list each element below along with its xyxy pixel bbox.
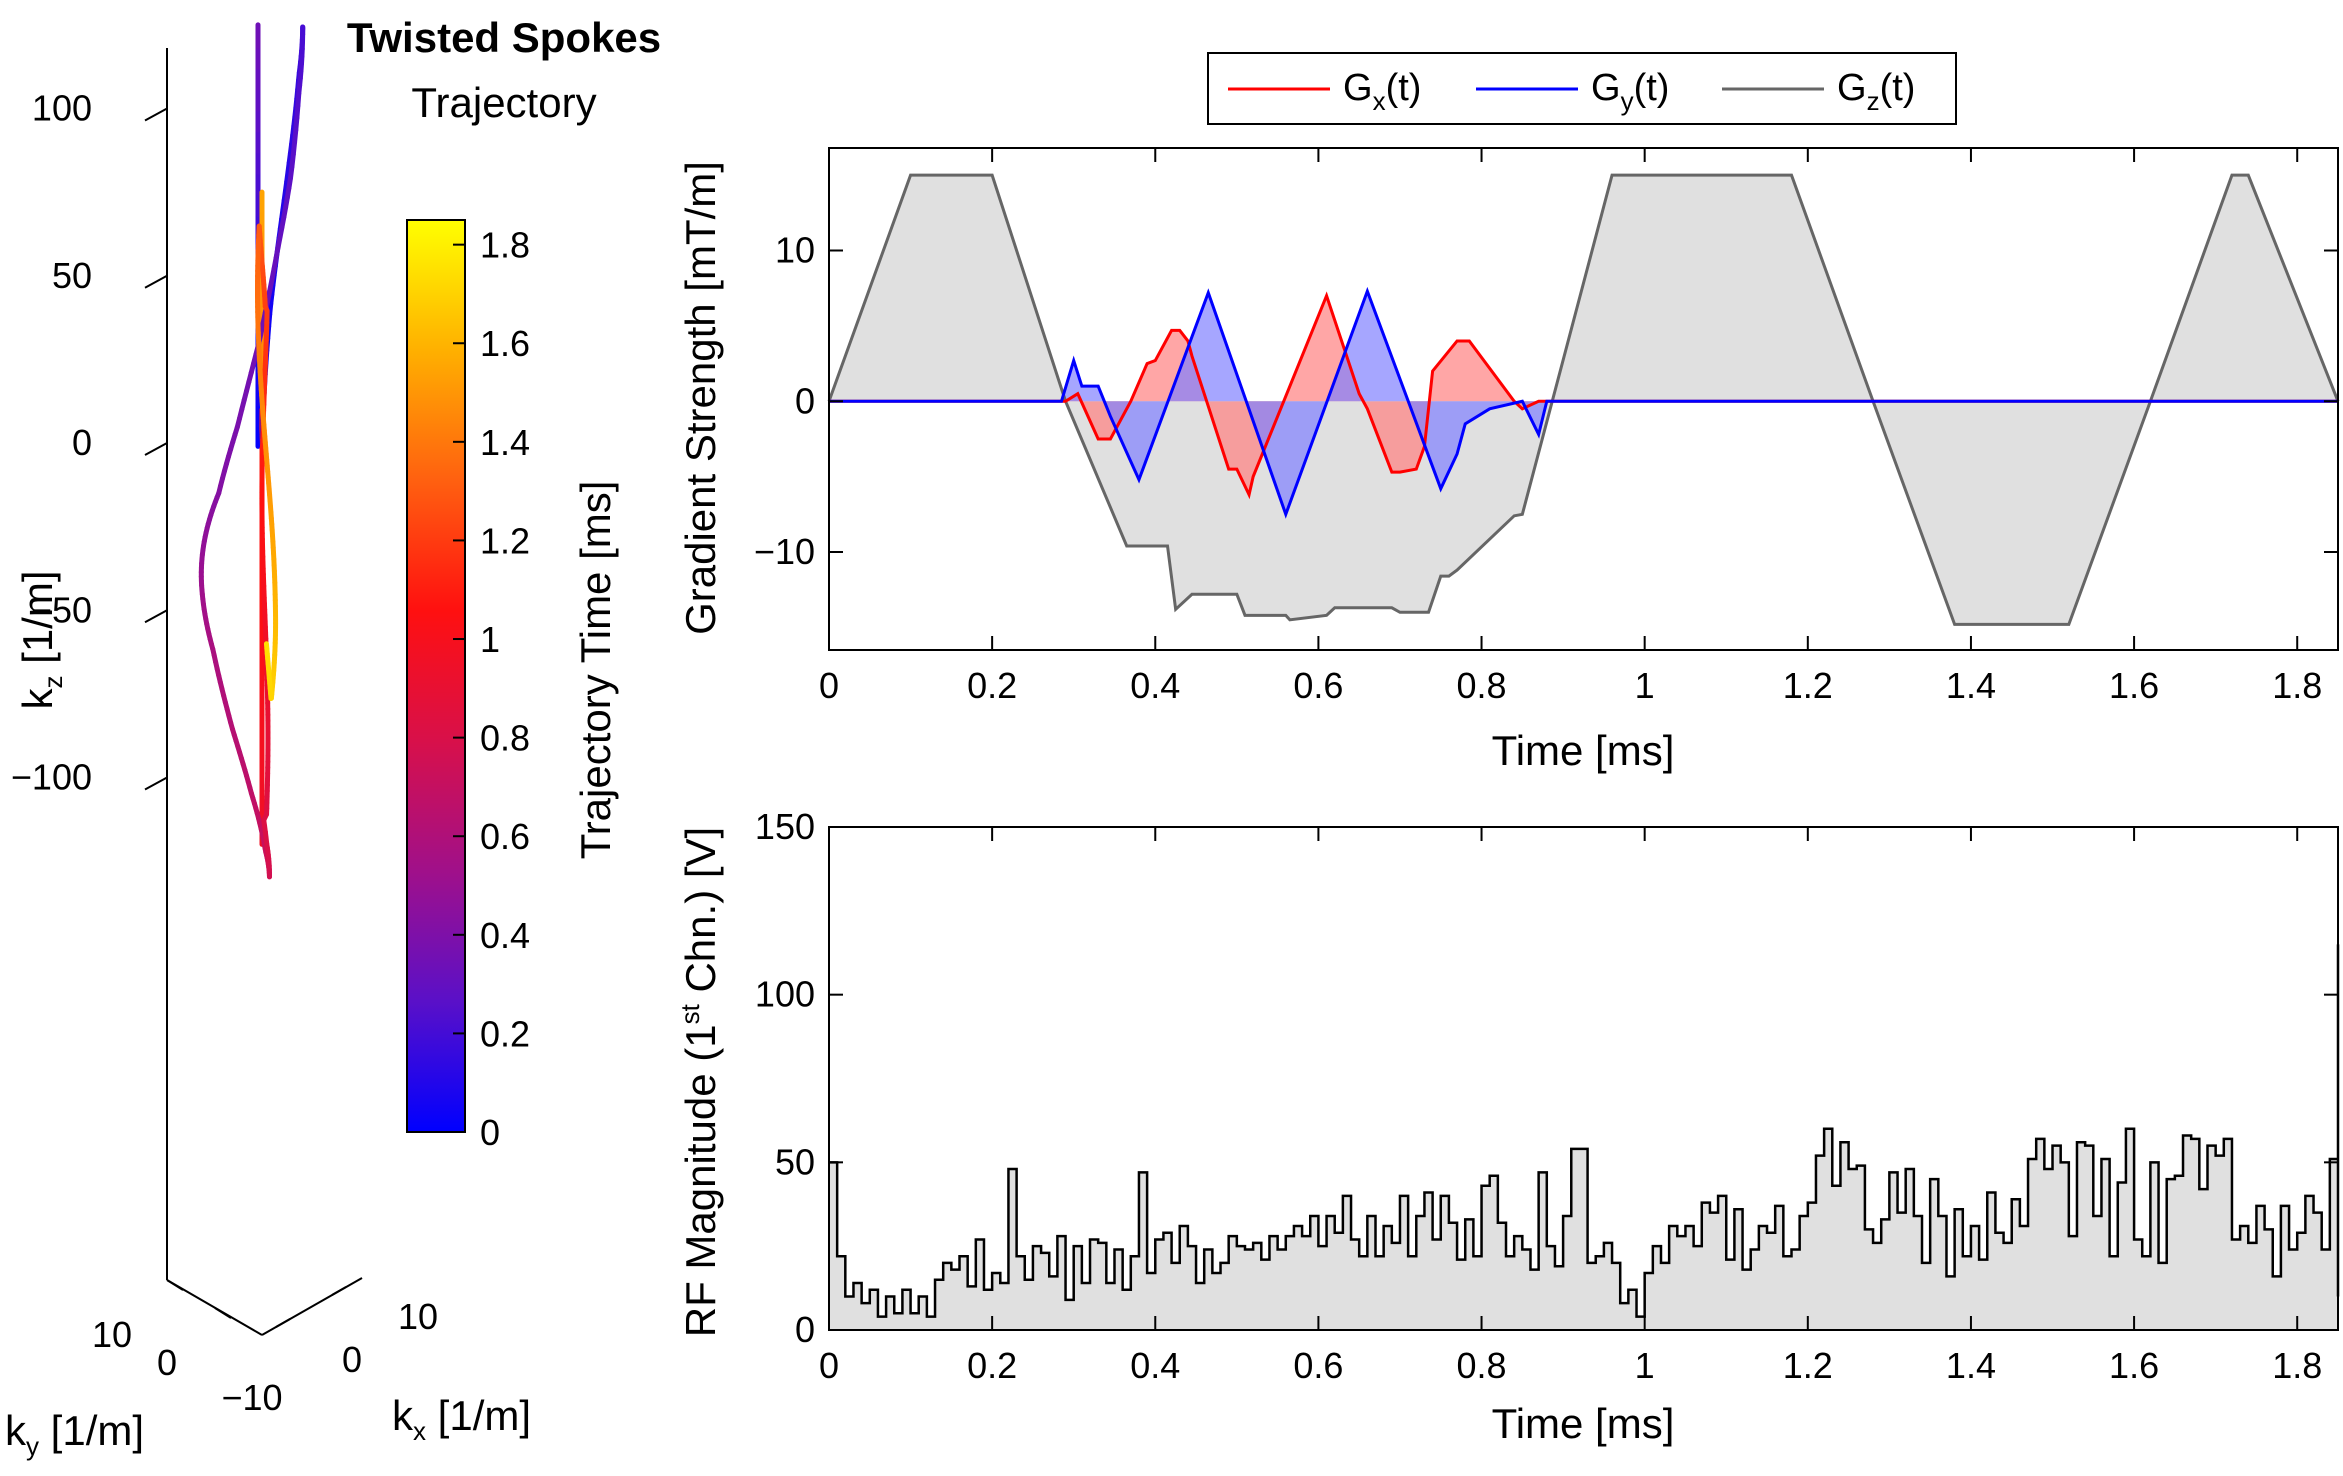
series-fill-Gy(t) xyxy=(829,291,2338,515)
kx-tick-label-0: 0 xyxy=(342,1339,362,1380)
gradient-plot-area xyxy=(827,173,2340,626)
kz-tick xyxy=(144,442,168,456)
kz-tick-label: −100 xyxy=(11,757,92,798)
kz-axis-label: kz [1/m] xyxy=(14,570,68,709)
x-tick-label: 0 xyxy=(819,1345,839,1386)
series-line-Gy(t) xyxy=(829,286,2338,519)
colorbar-tick-label: 0.6 xyxy=(480,816,530,857)
kx-tick-0 xyxy=(275,1318,291,1328)
x-tick-label: 1.6 xyxy=(2109,1345,2159,1386)
rf-ylabel: RF Magnitude (1st Chn.) [V] xyxy=(675,827,724,1337)
kx-tick-10 xyxy=(331,1286,347,1296)
kz-ticks: 100 50 0 −50 −100 xyxy=(11,88,168,798)
x-tick-label: 0.2 xyxy=(967,665,1017,706)
colorbar-ticks: 1.8 1.6 1.4 1.2 1 0.8 0.6 0.4 0.2 0 xyxy=(453,225,530,1153)
rf-axes-box xyxy=(828,826,2339,1331)
trajectory-curve xyxy=(198,22,306,880)
kz-tick-label: 0 xyxy=(72,422,92,463)
kz-tick xyxy=(144,609,168,624)
series-line-Gx(t) xyxy=(829,291,2338,500)
ky-tick-0 xyxy=(214,1307,232,1319)
gradient-ylabel: Gradient Strength [mT/m] xyxy=(677,161,724,635)
y-tick-label: 10 xyxy=(775,230,815,271)
kz-tick xyxy=(144,274,168,289)
x-tick-label: 0.8 xyxy=(1457,1345,1507,1386)
kz-tick-label: 100 xyxy=(32,88,92,129)
trajectory-title: Twisted Spokes xyxy=(347,14,661,61)
kx-tick-label-neg10: −10 xyxy=(221,1377,282,1418)
y-tick-label: −10 xyxy=(754,531,815,572)
series-fill-Gz(t) xyxy=(829,175,2338,625)
trajectory-subtitle: Trajectory xyxy=(411,79,596,126)
x-tick-label: 0.6 xyxy=(1293,665,1343,706)
x-tick-label: 0.8 xyxy=(1457,665,1507,706)
rf-panel: 0 0.2 0.4 0.6 0.8 1 1.2 1.4 1.6 1.8 150 100 50 0 Time… xyxy=(675,806,2340,1447)
y-tick-label: 0 xyxy=(795,380,815,421)
x-tick-label: 1 xyxy=(1635,1345,1655,1386)
gradient-xlabel: Time [ms] xyxy=(1492,727,1675,774)
rf-area-fill xyxy=(829,944,2338,1330)
legend-gz-label: Gz(t) xyxy=(1837,67,1915,116)
colorbar-tick-label: 1.8 xyxy=(480,225,530,266)
x-tick-label: 1.6 xyxy=(2109,665,2159,706)
y-tick-label: 150 xyxy=(755,806,815,847)
legend-box xyxy=(1207,52,1957,125)
colorbar-label: Trajectory Time [ms] xyxy=(572,481,619,860)
x-tick-label: 1 xyxy=(1635,665,1655,706)
x-tick-label: 0 xyxy=(819,665,839,706)
colorbar-tick-label: 1.4 xyxy=(480,422,530,463)
series-line-Gz(t) xyxy=(827,173,2340,626)
x-tick-label: 0.2 xyxy=(967,1345,1017,1386)
x-tick-label: 1.4 xyxy=(1946,665,1996,706)
kz-tick xyxy=(144,776,168,791)
x-tick-label: 0.4 xyxy=(1130,665,1180,706)
kz-tick xyxy=(144,107,168,122)
x-tick-label: 1.2 xyxy=(1783,1345,1833,1386)
x-tick-label: 0.4 xyxy=(1130,1345,1180,1386)
gradient-axes-box xyxy=(828,147,2339,651)
colorbar-tick-label: 0.4 xyxy=(480,915,530,956)
ky-tick-label-10: 10 xyxy=(92,1314,132,1355)
kz-tick-label: 50 xyxy=(52,255,92,296)
ky-axis-label: ky [1/m] xyxy=(5,1407,144,1461)
y-tick-label: 50 xyxy=(775,1141,815,1182)
legend-gx-label: Gx(t) xyxy=(1343,67,1421,116)
y-tick-label: 100 xyxy=(755,974,815,1015)
colorbar-tick-label: 1.2 xyxy=(480,520,530,561)
y-tick-label: 0 xyxy=(795,1309,815,1350)
ky-tick-label-0: 0 xyxy=(157,1342,177,1383)
legend-gy-label: Gy(t) xyxy=(1591,67,1669,116)
rf-ticks: 0 0.2 0.4 0.6 0.8 1 1.2 1.4 1.6 1.8 150 100 50 0 xyxy=(755,806,2338,1386)
colorbar-tick-label: 1 xyxy=(480,619,500,660)
gradient-panel: 0 0.2 0.4 0.6 0.8 1 1.2 1.4 1.6 1.8 10 0 −10 Time [m… xyxy=(677,52,2340,774)
x-tick-label: 1.8 xyxy=(2272,1345,2322,1386)
colorbar-tick-label: 0 xyxy=(480,1112,500,1153)
x-tick-label: 1.2 xyxy=(1783,665,1833,706)
rf-xlabel: Time [ms] xyxy=(1492,1400,1675,1447)
gradient-legend: Gx(t) Gy(t) Gz(t) xyxy=(1207,52,1957,125)
ky-tick-10 xyxy=(166,1279,184,1291)
kx-tick-label-10: 10 xyxy=(398,1296,438,1337)
colorbar-tick-label: 0.2 xyxy=(480,1013,530,1054)
gradient-ticks: 0 0.2 0.4 0.6 0.8 1 1.2 1.4 1.6 1.8 10 0 −10 xyxy=(754,148,2338,706)
kz-tick-label: −50 xyxy=(31,589,92,630)
x-tick-label: 1.4 xyxy=(1946,1345,1996,1386)
x-tick-label: 1.8 xyxy=(2272,665,2322,706)
colorbar-tick-label: 1.6 xyxy=(480,323,530,364)
trajectory-panel: Twisted Spokes Trajectory 100500−50−100 … xyxy=(5,14,661,1461)
rf-plot-area xyxy=(829,944,2340,1330)
colorbar xyxy=(406,219,466,1133)
colorbar-tick-label: 0.8 xyxy=(480,718,530,759)
kx-axis-label: kx [1/m] xyxy=(392,1392,531,1446)
x-tick-label: 0.6 xyxy=(1293,1345,1343,1386)
